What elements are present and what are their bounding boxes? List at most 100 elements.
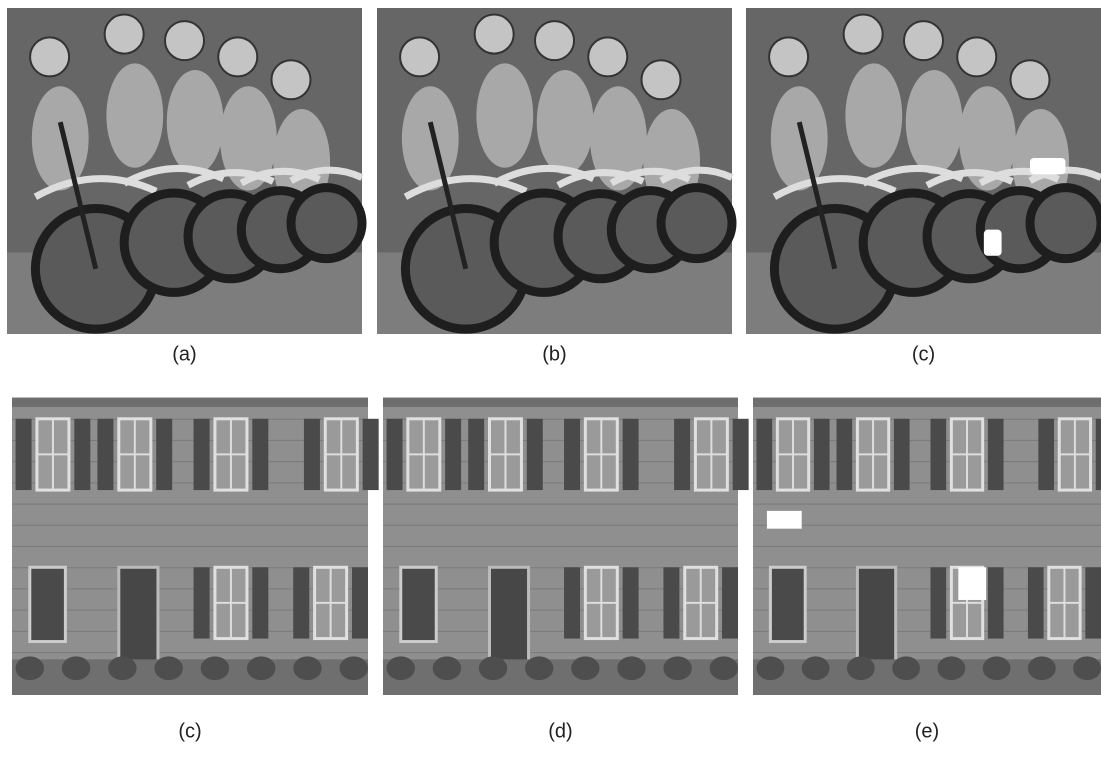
- helmet: [218, 37, 257, 76]
- helmet: [475, 15, 514, 54]
- rider-body: [906, 70, 963, 174]
- roof-edge: [12, 398, 368, 407]
- shutter: [564, 419, 580, 490]
- shutter: [770, 567, 805, 641]
- panel: (d): [383, 398, 749, 742]
- shutter: [252, 567, 268, 638]
- panel-caption: (e): [915, 720, 939, 742]
- shutter: [894, 419, 910, 490]
- bush: [802, 656, 830, 680]
- bush: [571, 656, 599, 680]
- shutter: [722, 567, 738, 638]
- patch: [767, 511, 802, 529]
- shutter: [252, 419, 268, 490]
- bush: [663, 656, 691, 680]
- shutter: [988, 567, 1004, 638]
- bush: [479, 656, 507, 680]
- helmet: [844, 15, 883, 54]
- shutter: [814, 419, 830, 490]
- shutter: [293, 567, 309, 638]
- patch: [958, 567, 986, 600]
- roof-edge: [383, 398, 738, 407]
- bush: [387, 656, 415, 680]
- helmet: [904, 21, 943, 60]
- helmet: [957, 37, 996, 76]
- panel-caption: (d): [548, 720, 572, 742]
- shutter: [74, 419, 90, 490]
- shutter: [30, 567, 66, 641]
- shutter: [387, 419, 403, 490]
- helmet: [641, 60, 680, 99]
- bush: [983, 656, 1011, 680]
- helmet: [769, 37, 808, 76]
- shutter: [930, 567, 946, 638]
- panel-caption: (c): [912, 343, 935, 365]
- bush: [1073, 656, 1101, 680]
- panel-caption: (a): [172, 343, 196, 365]
- bush: [62, 656, 90, 680]
- helmet: [165, 21, 204, 60]
- bush: [433, 656, 461, 680]
- helmet: [271, 60, 310, 99]
- shutter: [468, 419, 484, 490]
- bush: [108, 656, 136, 680]
- shutter: [363, 419, 379, 490]
- panel: (a): [7, 8, 362, 365]
- shutter: [445, 419, 461, 490]
- helmet: [105, 15, 144, 54]
- shutter: [988, 419, 1004, 490]
- shutter: [16, 419, 32, 490]
- bush: [247, 656, 275, 680]
- shutter: [156, 419, 172, 490]
- rider-body: [106, 63, 163, 167]
- shutter: [401, 567, 437, 641]
- helmet: [1010, 60, 1049, 99]
- rider-body: [771, 86, 828, 190]
- rider-body: [537, 70, 594, 174]
- bush: [937, 656, 965, 680]
- bush: [293, 656, 321, 680]
- bush: [201, 656, 229, 680]
- shutter: [304, 419, 320, 490]
- helmet: [400, 37, 439, 76]
- shutter: [837, 419, 853, 490]
- page: (a)(b)(c)(c)(d)(e) (() => { const data =…: [0, 0, 1101, 773]
- panel: (c): [746, 8, 1101, 365]
- patch: [1030, 158, 1066, 174]
- bush: [617, 656, 645, 680]
- rider-body: [845, 63, 902, 167]
- bush: [154, 656, 182, 680]
- panel-caption: (c): [178, 720, 201, 742]
- shutter: [564, 567, 580, 638]
- rider-body: [476, 63, 533, 167]
- rider-body: [32, 86, 89, 190]
- rider-body: [402, 86, 459, 190]
- shutter: [1028, 567, 1044, 638]
- shutter: [194, 419, 210, 490]
- roof-edge: [753, 398, 1101, 407]
- bush: [340, 656, 368, 680]
- shutter: [623, 567, 639, 638]
- shutter: [733, 419, 749, 490]
- shutter: [527, 419, 543, 490]
- bush: [1028, 656, 1056, 680]
- bush: [710, 656, 738, 680]
- shutter: [1085, 567, 1101, 638]
- shutter: [756, 419, 772, 490]
- helmet: [535, 21, 574, 60]
- panel: (e): [753, 398, 1101, 742]
- wheel: [661, 188, 732, 259]
- wheel: [1030, 188, 1101, 259]
- bush: [16, 656, 44, 680]
- shutter: [674, 419, 690, 490]
- bush: [892, 656, 920, 680]
- shutter: [663, 567, 679, 638]
- shutter: [97, 419, 113, 490]
- panel: (c): [12, 398, 379, 742]
- helmet: [588, 37, 627, 76]
- figure: (a) (b) (c) (c) (d) (e): [0, 0, 1101, 773]
- patch: [984, 230, 1002, 256]
- panel: (b): [377, 8, 732, 365]
- shutter: [1096, 419, 1101, 490]
- rider-body: [167, 70, 224, 174]
